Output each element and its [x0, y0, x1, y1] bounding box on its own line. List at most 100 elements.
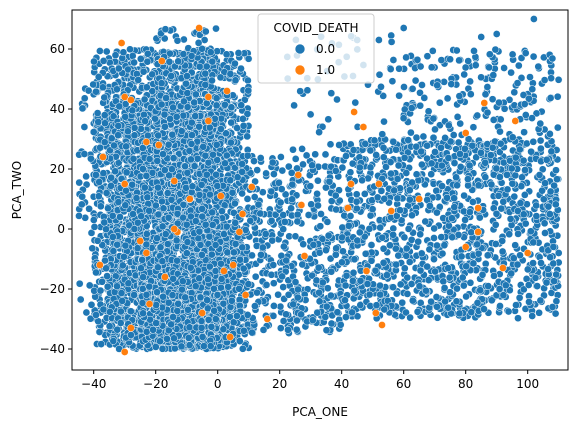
data-point-0	[197, 317, 206, 325]
data-point-0	[183, 168, 192, 177]
data-point-0	[128, 180, 137, 189]
data-point-0	[243, 132, 252, 141]
data-point-0	[142, 327, 151, 336]
data-point-0	[208, 57, 217, 66]
data-point-0	[153, 157, 162, 165]
data-point-0	[212, 101, 221, 110]
data-point-0	[144, 131, 152, 140]
data-point-0	[185, 341, 194, 349]
data-point-0	[152, 301, 161, 309]
data-point-0	[223, 248, 232, 257]
data-point-0	[231, 59, 239, 68]
data-point-0	[114, 131, 122, 140]
data-point-0	[142, 230, 151, 238]
data-point-0	[102, 47, 111, 56]
data-point-0	[152, 319, 160, 327]
data-point-0	[140, 183, 149, 192]
data-point-0	[168, 165, 176, 174]
data-point-0	[226, 70, 235, 78]
data-point-0	[109, 247, 118, 255]
data-point-0	[96, 202, 105, 211]
data-point-0	[173, 209, 182, 218]
data-point-0	[158, 197, 166, 206]
data-point-0	[130, 58, 138, 67]
data-point-0	[107, 182, 115, 190]
data-point-0	[122, 142, 130, 151]
data-point-0	[238, 344, 247, 353]
data-point-0	[149, 325, 157, 334]
data-point-0	[201, 69, 210, 78]
points-layer	[75, 15, 563, 356]
data-point-0	[154, 183, 162, 192]
data-point-0	[250, 193, 259, 201]
data-point-0	[139, 273, 147, 281]
data-point-0	[163, 240, 172, 248]
data-point-0	[116, 319, 125, 327]
data-point-0	[128, 52, 137, 60]
data-point-0	[182, 183, 190, 192]
data-point-0	[203, 296, 211, 304]
data-point-0	[141, 117, 149, 125]
data-point-0	[178, 277, 187, 286]
data-point-0	[132, 194, 141, 202]
data-point-0	[181, 293, 190, 302]
data-point-0	[168, 291, 177, 299]
data-point-0	[237, 101, 246, 110]
data-point-0	[163, 189, 172, 197]
data-point-0	[212, 24, 220, 33]
data-point-0	[195, 274, 204, 283]
data-point-0	[311, 150, 320, 159]
data-point-0	[231, 76, 240, 85]
data-point-0	[208, 208, 217, 217]
data-point-0	[142, 290, 151, 299]
data-point-0	[164, 140, 173, 149]
data-point-0	[227, 138, 235, 147]
data-point-0	[153, 288, 161, 297]
data-point-0	[113, 85, 121, 94]
data-point-0	[160, 166, 169, 174]
data-point-0	[198, 333, 207, 341]
data-point-0	[172, 236, 181, 245]
data-point-0	[167, 72, 176, 80]
data-point-0	[161, 122, 169, 131]
data-point-0	[170, 334, 178, 343]
data-point-0	[244, 86, 253, 95]
data-point-0	[121, 201, 130, 210]
data-point-0	[161, 25, 170, 34]
data-point-0	[154, 263, 162, 272]
data-point-0	[315, 288, 323, 297]
data-point-0	[182, 79, 190, 88]
data-point-0	[218, 207, 226, 216]
data-point-0	[181, 162, 189, 171]
data-point-0	[158, 257, 167, 266]
data-point-0	[217, 275, 226, 283]
data-point-0	[143, 193, 152, 202]
data-point-0	[202, 170, 211, 179]
data-point-0	[195, 227, 204, 236]
data-point-0	[136, 55, 145, 63]
data-point-0	[230, 248, 238, 257]
data-point-0	[96, 47, 104, 55]
data-point-0	[248, 251, 256, 260]
data-point-0	[107, 134, 116, 143]
data-point-0	[114, 198, 123, 206]
data-point-0	[138, 299, 147, 307]
data-point-0	[95, 328, 104, 336]
data-point-0	[134, 76, 143, 84]
data-point-0	[157, 100, 166, 109]
data-point-0	[191, 217, 200, 225]
data-point-0	[213, 47, 221, 56]
data-point-0	[174, 299, 183, 308]
data-point-0	[211, 241, 220, 249]
data-point-0	[186, 263, 195, 272]
data-point-0	[157, 79, 166, 88]
data-point-0	[206, 190, 214, 199]
data-point-0	[154, 131, 163, 140]
data-point-0	[111, 51, 120, 60]
data-point-0	[187, 140, 196, 148]
data-point-0	[201, 80, 210, 89]
data-point-0	[167, 320, 175, 329]
data-point-0	[184, 305, 192, 314]
data-point-0	[201, 27, 210, 36]
